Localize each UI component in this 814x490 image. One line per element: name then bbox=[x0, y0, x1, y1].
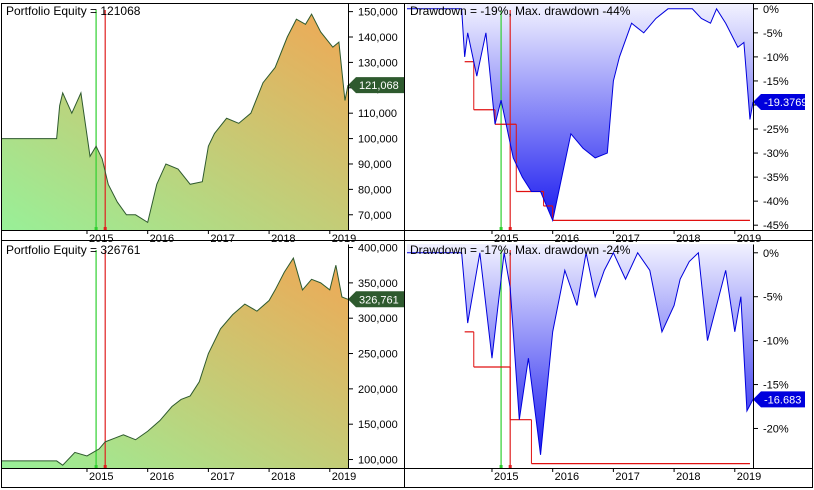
y-tick-label: -25% bbox=[763, 124, 789, 136]
y-tick-label: 140,000 bbox=[358, 32, 398, 44]
equity-marks bbox=[2, 10, 349, 231]
y-tick-label: 100,000 bbox=[358, 134, 398, 146]
chart-title: Portfolio Equity = 326761 bbox=[6, 243, 141, 257]
last-value-label: 326,761 bbox=[359, 294, 399, 306]
x-axis-ticks: 2015 2016 2017 2018 2019 bbox=[86, 230, 356, 245]
x-tick-label: 2015 bbox=[89, 233, 113, 245]
drawdown-marks bbox=[407, 244, 754, 468]
signal-marker-green bbox=[499, 227, 503, 230]
x-tick-label: 2016 bbox=[555, 471, 579, 483]
series-line bbox=[407, 251, 754, 455]
y-tick-label: -10% bbox=[763, 336, 789, 348]
y-tick-label: 400,000 bbox=[358, 243, 398, 255]
x-tick-label: 2015 bbox=[494, 471, 518, 483]
x-tick-label: 2016 bbox=[555, 233, 579, 245]
y-tick-label: 0% bbox=[763, 248, 779, 260]
x-tick-label: 2016 bbox=[150, 471, 174, 483]
y-tick-label: -15% bbox=[763, 76, 789, 88]
chart-title: Drawdown = -19%, Max. drawdown -44% bbox=[410, 4, 631, 18]
last-value-label: -16.683 bbox=[764, 394, 801, 406]
x-tick-label: 2018 bbox=[271, 471, 295, 483]
x-tick-label: 2017 bbox=[210, 471, 234, 483]
series-area bbox=[407, 244, 753, 455]
last-value-label: -19.3769 bbox=[764, 97, 807, 109]
y-tick-label: 100,000 bbox=[358, 455, 398, 467]
x-tick-label: 2018 bbox=[676, 471, 700, 483]
y-tick-label: -5% bbox=[763, 28, 783, 40]
equity-chart-top: 2015 2016 2017 2018 2019 70,000 80,000 90,000 1… bbox=[2, 4, 404, 245]
signal-marker-green bbox=[94, 465, 98, 468]
x-tick-label: 2019 bbox=[737, 471, 761, 483]
series-area bbox=[2, 14, 348, 231]
y-tick-label: -15% bbox=[763, 380, 789, 392]
series-line bbox=[2, 256, 349, 466]
y-tick-label: -35% bbox=[763, 172, 789, 184]
x-tick-label: 2017 bbox=[615, 233, 639, 245]
series-area bbox=[407, 4, 753, 221]
signal-marker-red bbox=[103, 227, 107, 230]
series-line bbox=[407, 7, 754, 223]
y-tick-label: -20% bbox=[763, 423, 789, 435]
signal-marker-red bbox=[508, 227, 512, 230]
y-axis-ticks: 0% -5% -10% -15% -20% -16.683 bbox=[753, 248, 805, 435]
last-value-label: 121,068 bbox=[359, 80, 399, 92]
y-tick-label: 250,000 bbox=[358, 349, 398, 361]
x-tick-label: 2018 bbox=[271, 233, 295, 245]
equity-chart-bottom: 2015 2016 2017 2018 2019 100,000 150,000 200,0… bbox=[2, 243, 404, 483]
drawdown-marks bbox=[407, 4, 754, 230]
x-tick-label: 2017 bbox=[210, 233, 234, 245]
y-tick-label: -40% bbox=[763, 196, 789, 208]
y-tick-label: -30% bbox=[763, 148, 789, 160]
y-axis-ticks: 100,000 150,000 200,000 250,000 300,000 350,0… bbox=[348, 243, 404, 467]
drawdown-chart-bottom: 2015 2016 2017 2018 2019 0% -5% -10% -15% -20% -1… bbox=[407, 243, 805, 483]
y-axis-ticks: 0%-5%-10%-15%-20%-25%-30%-35%-40%-45%-19… bbox=[753, 4, 807, 232]
y-tick-label: 200,000 bbox=[358, 384, 398, 396]
x-axis-ticks: 2015 2016 2017 2018 2019 bbox=[491, 468, 761, 483]
series-area bbox=[2, 258, 348, 468]
last-value-badge bbox=[348, 77, 404, 94]
signal-marker-green bbox=[499, 465, 503, 468]
x-axis-ticks: 2015 2016 2017 2018 2019 bbox=[86, 468, 356, 483]
chart-title: Portfolio Equity = 121068 bbox=[6, 4, 141, 18]
y-tick-label: 0% bbox=[763, 4, 779, 16]
signal-marker-green bbox=[94, 227, 98, 230]
y-tick-label: 150,000 bbox=[358, 7, 398, 19]
chart-title: Drawdown = -17%, Max. drawdown -24% bbox=[410, 243, 631, 257]
y-tick-label: 150,000 bbox=[358, 419, 398, 431]
y-tick-label: 130,000 bbox=[358, 57, 398, 69]
x-tick-label: 2019 bbox=[332, 233, 356, 245]
signal-marker-red bbox=[103, 465, 107, 468]
y-tick-label: 350,000 bbox=[358, 278, 398, 290]
x-tick-label: 2015 bbox=[494, 233, 518, 245]
y-tick-label: 90,000 bbox=[358, 159, 392, 171]
x-tick-label: 2019 bbox=[737, 233, 761, 245]
y-tick-label: -10% bbox=[763, 52, 789, 64]
y-tick-label: 80,000 bbox=[358, 184, 392, 196]
x-tick-label: 2015 bbox=[89, 471, 113, 483]
panel-frames bbox=[1, 3, 813, 488]
y-tick-label: -45% bbox=[763, 220, 789, 232]
y-tick-label: -5% bbox=[763, 292, 783, 304]
x-tick-label: 2018 bbox=[676, 233, 700, 245]
y-tick-label: 70,000 bbox=[358, 210, 392, 222]
equity-marks bbox=[2, 250, 349, 468]
x-axis-ticks: 2015 2016 2017 2018 2019 bbox=[491, 230, 761, 245]
last-value-badge bbox=[753, 93, 805, 110]
last-value-badge bbox=[348, 291, 404, 308]
x-tick-label: 2019 bbox=[332, 471, 356, 483]
x-tick-label: 2016 bbox=[150, 233, 174, 245]
x-tick-label: 2017 bbox=[615, 471, 639, 483]
last-value-badge bbox=[753, 391, 805, 408]
signal-marker-red bbox=[508, 465, 512, 468]
y-tick-label: 110,000 bbox=[358, 108, 397, 120]
y-axis-ticks: 70,00080,00090,000100,000110,000120,0001… bbox=[348, 7, 404, 222]
series-line bbox=[2, 13, 349, 224]
y-tick-label: 300,000 bbox=[358, 313, 398, 325]
